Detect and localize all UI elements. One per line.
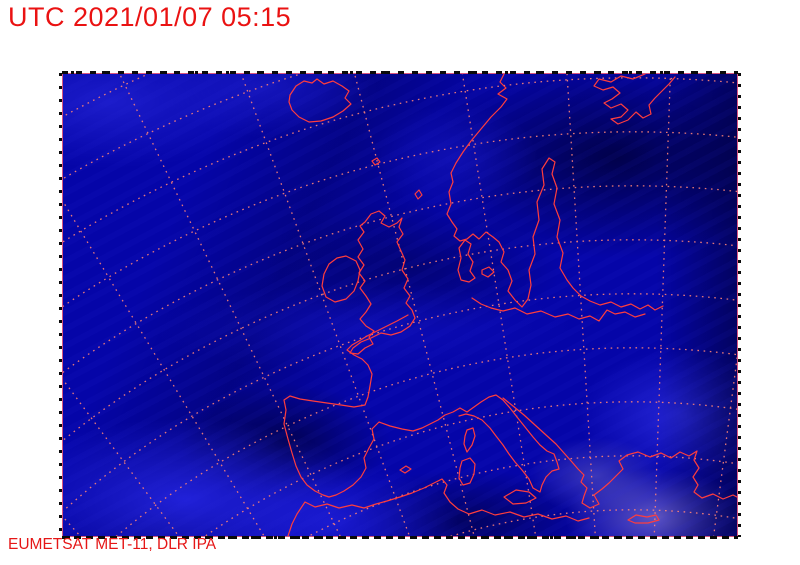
coast-faroe [371,157,381,166]
coast-denmark [457,239,476,283]
latlon-ticks-right [738,73,741,537]
latlon-ticks-left [59,73,62,537]
coast-sardinia [458,457,476,486]
credit-label: EUMETSAT MET-11, DLR IPA [8,536,217,553]
coast-great-britain [349,210,416,355]
coast-corsica [463,427,476,453]
coast-north-africa [287,478,590,536]
coast-balearics [399,465,412,474]
timestamp-label: UTC 2021/01/07 05:15 [8,2,292,32]
coast-white-sea [593,74,676,125]
satellite-imagery [63,74,737,536]
latlon-ticks-bottom [62,536,738,539]
coast-shetland [414,189,423,200]
coast-continental-europe [283,314,560,498]
coast-scandinavia [446,74,664,311]
coast-south-baltic [471,297,646,322]
satellite-map [59,71,741,539]
graticule-layer [63,74,737,536]
coast-crete [627,514,660,524]
map-overlay [63,74,737,536]
coast-ireland [321,255,361,303]
coastline-layer [283,74,737,536]
coast-sicily [503,489,537,505]
coast-balkans-greece-turkey [502,397,737,509]
coast-iceland [288,78,352,123]
latlon-ticks-top [62,71,738,74]
coast-zealand [481,266,495,278]
